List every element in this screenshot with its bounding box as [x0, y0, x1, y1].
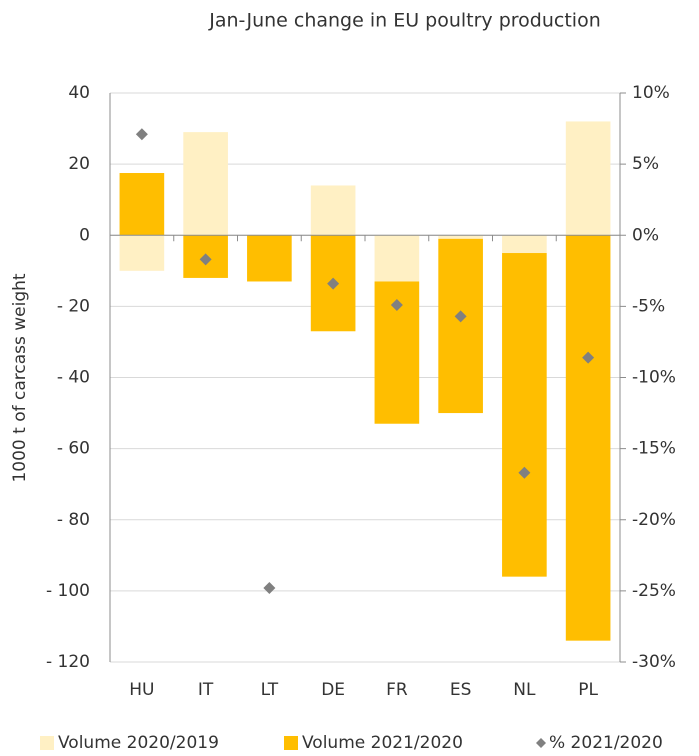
- x-tick-label: IT: [198, 680, 214, 700]
- legend-label: Volume 2020/2019: [58, 733, 219, 753]
- y-tick-label: - 60: [57, 439, 90, 459]
- y-tick-label: 40: [68, 83, 90, 103]
- bar: [374, 235, 420, 282]
- y2-tick-label: -20%: [632, 510, 676, 530]
- bar: [247, 235, 292, 282]
- x-tick-label: FR: [386, 680, 408, 700]
- y-tick-label: - 80: [57, 510, 90, 530]
- x-tick-label: HU: [129, 680, 154, 700]
- y2-tick-label: -25%: [632, 581, 676, 601]
- bar: [310, 185, 356, 236]
- legend-swatch: [40, 736, 54, 750]
- marker: [327, 277, 340, 290]
- y-tick-label: 20: [68, 154, 90, 174]
- bar: [502, 253, 547, 577]
- marker: [135, 128, 148, 141]
- x-tick-label: PL: [578, 680, 598, 700]
- bar: [565, 121, 611, 236]
- bar: [119, 235, 165, 271]
- y2-tick-label: 5%: [632, 154, 659, 174]
- y2-tick-label: -5%: [632, 296, 665, 316]
- y-tick-label: - 40: [57, 368, 90, 388]
- y2-tick-label: -15%: [632, 439, 676, 459]
- x-tick-label: DE: [321, 680, 345, 700]
- x-tick-label: NL: [513, 680, 536, 700]
- marker: [582, 351, 595, 364]
- y-tick-label: - 20: [57, 296, 90, 316]
- y-tick-label: - 100: [46, 581, 90, 601]
- marker: [454, 310, 467, 323]
- bar: [119, 173, 165, 236]
- y-axis-label: 1000 t of carcass weight: [10, 273, 30, 482]
- legend-swatch: [284, 736, 298, 750]
- bar: [183, 132, 228, 236]
- marker: [199, 253, 212, 266]
- y2-tick-label: -30%: [632, 652, 676, 672]
- marker: [263, 582, 276, 595]
- y-tick-label: - 120: [46, 652, 90, 672]
- x-tick-label: ES: [450, 680, 472, 700]
- legend-marker: [536, 738, 546, 748]
- y2-tick-label: 0%: [632, 225, 659, 245]
- legend-label: % 2021/2020: [549, 733, 663, 753]
- y2-tick-label: -10%: [632, 368, 676, 388]
- bar: [565, 235, 611, 641]
- bar: [438, 235, 483, 239]
- x-tick-label: LT: [261, 680, 279, 700]
- bar: [502, 235, 547, 254]
- legend-label: Volume 2021/2020: [302, 733, 463, 753]
- bar: [438, 238, 483, 414]
- y-tick-label: 0: [79, 225, 90, 245]
- marker: [390, 298, 403, 311]
- chart-title: Jan-June change in EU poultry production: [208, 10, 600, 32]
- y2-tick-label: 10%: [632, 83, 670, 103]
- marker: [518, 466, 531, 479]
